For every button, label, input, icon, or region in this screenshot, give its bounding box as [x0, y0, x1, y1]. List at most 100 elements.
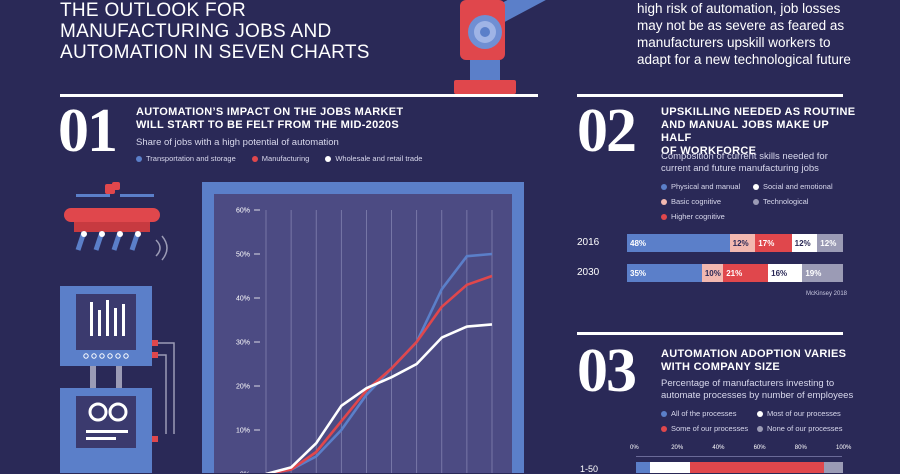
bar-segment	[824, 462, 843, 473]
legend-item: All of the processes	[661, 409, 757, 418]
section1-subtitle: Share of jobs with a high potential of a…	[136, 137, 339, 148]
section2-title-line: OF WORKFORCE	[661, 145, 757, 157]
legend-swatch	[661, 198, 667, 205]
legend-label: Physical and manual	[671, 182, 741, 191]
legend-label: Transportation and storage	[146, 154, 236, 163]
bar-segment: 17%	[755, 234, 792, 252]
section2-number: 02	[577, 97, 637, 165]
line-chart: 0% 10% 20% 30% 40% 50% 60%	[202, 182, 524, 473]
legend-label: Higher cognitive	[671, 212, 725, 221]
legend-label: Technological	[763, 197, 809, 206]
legend-item: Wholesale and retail trade	[325, 154, 422, 163]
intro-line: manufacturers upskill workers to	[637, 35, 831, 50]
source-note: McKinsey 2018	[806, 291, 848, 297]
legend-item: Transportation and storage	[136, 154, 236, 163]
legend-label: Some of our processes	[671, 424, 749, 433]
bar-segment	[690, 462, 824, 473]
legend-row: All of the processes Most of our process…	[661, 409, 861, 418]
section3-subtitle-line: Percentage of manufacturers investing to	[661, 378, 835, 389]
legend-item: Technological	[753, 197, 808, 206]
section1-legend: Transportation and storage Manufacturing…	[136, 154, 422, 163]
legend-item: Physical and manual	[661, 182, 753, 191]
legend-label: All of the processes	[671, 409, 737, 418]
headline: THE OUTLOOK FOR MANUFACTURING JOBS AND A…	[60, 0, 380, 63]
legend-swatch	[757, 410, 763, 417]
legend-swatch	[753, 183, 759, 190]
y-tick-label: 60%	[236, 208, 250, 215]
section3-title-line: AUTOMATION ADOPTION VARIES	[661, 348, 847, 360]
legend-item: None of our processes	[757, 424, 842, 433]
legend-item: Basic cognitive	[661, 197, 753, 206]
section1-title: AUTOMATION’S IMPACT ON THE JOBS MARKET W…	[136, 106, 456, 132]
y-tick-label: 20%	[236, 384, 250, 391]
section3-title-line: WITH COMPANY SIZE	[661, 361, 780, 373]
headline-line: MANUFACTURING JOBS AND	[60, 21, 332, 42]
headline-line: THE OUTLOOK FOR	[60, 0, 247, 21]
section3-legend: All of the processes Most of our process…	[661, 409, 861, 433]
bar-segment: 12%	[791, 234, 818, 252]
chart-series	[265, 252, 493, 473]
legend-row: Physical and manual Social and emotional	[661, 182, 861, 191]
legend-item: Some of our processes	[661, 424, 757, 433]
legend-item: Manufacturing	[251, 154, 310, 163]
section2-title-line: UPSKILLING NEEDED AS ROUTINE	[661, 106, 856, 118]
legend-swatch	[251, 155, 258, 162]
section3-title: AUTOMATION ADOPTION VARIES WITH COMPANY …	[661, 348, 861, 374]
series-line	[265, 274, 493, 473]
section1-title-line: WILL START TO BE FELT FROM THE MID-2020S	[136, 119, 399, 131]
intro-text: high risk of automation, job losses may …	[637, 0, 897, 68]
axis-tick-label: 80%	[794, 445, 807, 451]
section3-partial-bar	[636, 462, 843, 473]
section3-axis-line	[636, 456, 842, 457]
section2-legend: Physical and manual Social and emotional…	[661, 182, 861, 221]
y-tick-label: 50%	[236, 252, 250, 259]
section2-title: UPSKILLING NEEDED AS ROUTINE AND MANUAL …	[661, 106, 861, 158]
section2-title-line: AND MANUAL JOBS MAKE UP HALF	[661, 119, 829, 144]
machines-illustration	[60, 286, 175, 473]
chart-y-axis: 0% 10% 20% 30% 40% 50% 60%	[236, 208, 260, 473]
section2-subtitle-line: Composition of current skills needed for	[661, 151, 828, 162]
y-tick-label: 40%	[236, 296, 250, 303]
legend-label: Wholesale and retail trade	[335, 154, 423, 163]
bar-segment	[650, 462, 690, 473]
headline-line: AUTOMATION IN SEVEN CHARTS	[60, 42, 370, 63]
intro-line: adapt for a new technological future	[637, 52, 851, 67]
bar-segment: 48%	[627, 234, 730, 252]
section1-rule	[60, 94, 538, 97]
axis-tick-label: 100%	[836, 445, 852, 451]
legend-label: Manufacturing	[261, 154, 310, 163]
legend-swatch	[661, 425, 667, 432]
series-line	[265, 323, 493, 473]
bar-segment: 19%	[802, 264, 843, 282]
axis-tick-label: 40%	[712, 445, 725, 451]
legend-swatch	[661, 183, 667, 190]
legend-item: Higher cognitive	[661, 212, 725, 221]
legend-swatch	[757, 425, 763, 432]
stacked-bar-2030: 35% 10% 21% 16% 19%	[627, 264, 843, 282]
legend-label: None of our processes	[767, 424, 843, 433]
axis-tick-label: 20%	[671, 445, 684, 451]
legend-swatch	[136, 155, 142, 162]
section3-subtitle: Percentage of manufacturers investing to…	[661, 378, 881, 402]
legend-swatch	[661, 213, 667, 220]
legend-row: Basic cognitive Technological	[661, 197, 861, 206]
axis-tick-label: 60%	[753, 445, 766, 451]
chart-plot-area	[214, 194, 512, 473]
legend-item: Most of our processes	[757, 409, 841, 418]
section2-subtitle-line: current and future manufacturing jobs	[661, 163, 819, 174]
axis-tick-label: 0%	[630, 445, 639, 451]
robot-arm-illustration	[454, 0, 567, 94]
bar-segment	[636, 462, 650, 473]
legend-row: Higher cognitive	[661, 212, 861, 221]
section3-rule	[577, 332, 843, 335]
stacked-bar-2016: 48% 12% 17% 12% 12%	[627, 234, 843, 252]
bar-segment: 12%	[729, 234, 756, 252]
section3-number: 03	[577, 337, 637, 405]
legend-swatch	[325, 155, 332, 162]
bar-segment: 10%	[701, 264, 724, 282]
section3-row-label: 1-50	[580, 464, 599, 474]
section3-axis-ticks: 0% 20% 40% 60% 80% 100%	[630, 445, 851, 455]
bar-segment: 21%	[723, 264, 769, 282]
y-tick-label: 10%	[236, 428, 250, 435]
y-tick-label: 30%	[236, 340, 250, 347]
